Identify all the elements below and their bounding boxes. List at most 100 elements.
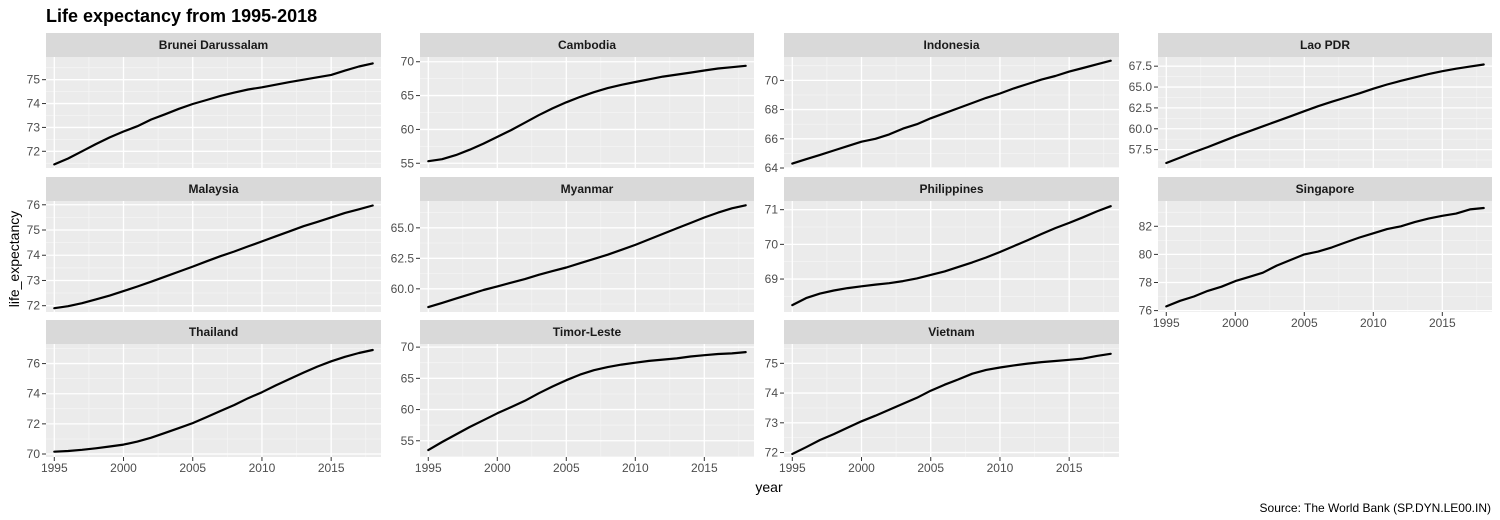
strip-malaysia xyxy=(46,177,381,201)
series-line-brunei-darussalam xyxy=(53,62,374,166)
x-tick-label: 2005 xyxy=(179,461,206,475)
y-tick-label: 73 xyxy=(27,273,41,287)
x-tick-label: 2000 xyxy=(110,461,137,475)
x-tick-label: 2005 xyxy=(553,461,580,475)
strip-label-singapore: Singapore xyxy=(1296,182,1355,196)
x-tick-label: 1995 xyxy=(415,461,442,475)
y-tick-label: 64 xyxy=(765,161,779,175)
x-tick-label: 2015 xyxy=(1056,461,1083,475)
panel-vietnam: Vietnam 72 73 74 75 1995 2000 2005 2010 2015 xyxy=(765,320,1119,475)
series-line-lao-pdr xyxy=(1165,63,1485,165)
x-tick-label: 1995 xyxy=(779,461,806,475)
panel-myanmar: Myanmar 60.0 62.5 65.0 xyxy=(391,177,754,312)
series-line-myanmar xyxy=(427,204,747,309)
strip-lao-pdr xyxy=(1158,33,1492,57)
x-tick-label: 1995 xyxy=(41,461,68,475)
x-tick-label: 2010 xyxy=(987,461,1014,475)
y-tick-label: 71 xyxy=(765,203,779,217)
y-tick-label: 65.0 xyxy=(1129,80,1153,94)
y-tick-label: 73 xyxy=(27,120,41,134)
x-tick-label: 2005 xyxy=(917,461,944,475)
panel-cambodia: Cambodia 55 60 65 70 xyxy=(401,33,754,170)
facet-panels: Brunei Darussalam 72 73 74 75 Cambodia 55 60 65 7… xyxy=(27,33,1492,475)
y-tick-label: 82 xyxy=(1139,219,1153,233)
strip-label-vietnam: Vietnam xyxy=(928,325,974,339)
strip-timor-leste xyxy=(420,320,754,344)
y-tick-label: 72 xyxy=(27,417,41,431)
strip-label-thailand: Thailand xyxy=(189,325,238,339)
y-tick-label: 75 xyxy=(27,223,41,237)
y-tick-label: 60 xyxy=(401,403,415,417)
strip-label-lao-pdr: Lao PDR xyxy=(1300,38,1350,52)
y-tick-label: 70 xyxy=(765,237,779,251)
x-tick-label: 2015 xyxy=(318,461,345,475)
y-tick-label: 65 xyxy=(401,371,415,385)
strip-label-indonesia: Indonesia xyxy=(923,38,979,52)
panel-lao-pdr: Lao PDR 57.5 60.0 62.5 65.0 67.5 xyxy=(1129,33,1492,168)
panel-bg-singapore xyxy=(1158,201,1492,312)
strip-label-brunei-darussalam: Brunei Darussalam xyxy=(159,38,268,52)
y-tick-label: 62.5 xyxy=(1129,101,1153,115)
series-line-malaysia xyxy=(53,204,374,310)
y-tick-label: 76 xyxy=(27,357,41,371)
strip-cambodia xyxy=(420,33,754,57)
y-tick-label: 78 xyxy=(1139,275,1153,289)
strip-indonesia xyxy=(784,33,1119,57)
y-tick-label: 62.5 xyxy=(391,251,415,265)
y-tick-label: 74 xyxy=(27,248,41,262)
strip-label-philippines: Philippines xyxy=(919,182,983,196)
series-line-philippines xyxy=(791,205,1112,307)
y-tick-label: 72 xyxy=(765,446,779,460)
x-tick-label: 2000 xyxy=(848,461,875,475)
x-tick-label: 2010 xyxy=(622,461,649,475)
panel-bg-philippines xyxy=(784,201,1119,312)
y-tick-label: 72 xyxy=(27,299,41,313)
y-tick-label: 70 xyxy=(401,340,415,354)
panel-brunei-darussalam: Brunei Darussalam 72 73 74 75 xyxy=(27,33,381,168)
strip-brunei-darussalam xyxy=(46,33,381,57)
y-tick-label: 67.5 xyxy=(1129,59,1153,73)
x-tick-label: 2005 xyxy=(1291,316,1318,330)
y-tick-label: 76 xyxy=(1139,304,1153,318)
x-tick-label: 2000 xyxy=(484,461,511,475)
y-tick-label: 74 xyxy=(27,97,41,111)
y-tick-label: 55 xyxy=(401,156,415,170)
x-tick-label: 2000 xyxy=(1222,316,1249,330)
strip-singapore xyxy=(1158,177,1492,201)
x-tick-label: 2015 xyxy=(691,461,718,475)
y-tick-label: 74 xyxy=(765,386,779,400)
chart-title: Life expectancy from 1995-2018 xyxy=(46,6,317,26)
x-tick-label: 2010 xyxy=(1360,316,1387,330)
y-tick-label: 66 xyxy=(765,132,779,146)
y-tick-label: 75 xyxy=(765,356,779,370)
y-tick-label: 70 xyxy=(765,73,779,87)
y-tick-label: 68 xyxy=(765,103,779,117)
x-tick-label: 1995 xyxy=(1153,316,1180,330)
y-tick-label: 75 xyxy=(27,73,41,87)
panel-philippines: Philippines 69 70 71 xyxy=(765,177,1119,312)
y-tick-label: 76 xyxy=(27,198,41,212)
y-tick-label: 57.5 xyxy=(1129,143,1153,157)
y-tick-label: 69 xyxy=(765,272,779,286)
y-tick-label: 80 xyxy=(1139,247,1153,261)
y-tick-label: 60 xyxy=(401,122,415,136)
series-line-thailand xyxy=(53,348,374,453)
y-tick-label: 74 xyxy=(27,387,41,401)
strip-label-cambodia: Cambodia xyxy=(558,38,616,52)
series-line-vietnam xyxy=(791,352,1112,456)
panel-thailand: Thailand 70 72 74 76 1995 2000 2005 2010 2015 xyxy=(27,320,381,475)
y-tick-label: 65.0 xyxy=(391,221,415,235)
y-tick-label: 55 xyxy=(401,434,415,448)
strip-myanmar xyxy=(420,177,754,201)
y-tick-label: 60.0 xyxy=(391,282,415,296)
series-line-indonesia xyxy=(791,59,1112,165)
strip-label-malaysia: Malaysia xyxy=(188,182,238,196)
x-tick-label: 2015 xyxy=(1429,316,1456,330)
strip-philippines xyxy=(784,177,1119,201)
panel-indonesia: Indonesia 64 66 68 70 xyxy=(765,33,1119,175)
panel-malaysia: Malaysia 72 73 74 75 76 xyxy=(27,177,381,313)
x-tick-label: 2010 xyxy=(249,461,276,475)
y-axis-title: life_expectancy xyxy=(6,211,22,308)
series-line-singapore xyxy=(1165,206,1485,308)
strip-vietnam xyxy=(784,320,1119,344)
